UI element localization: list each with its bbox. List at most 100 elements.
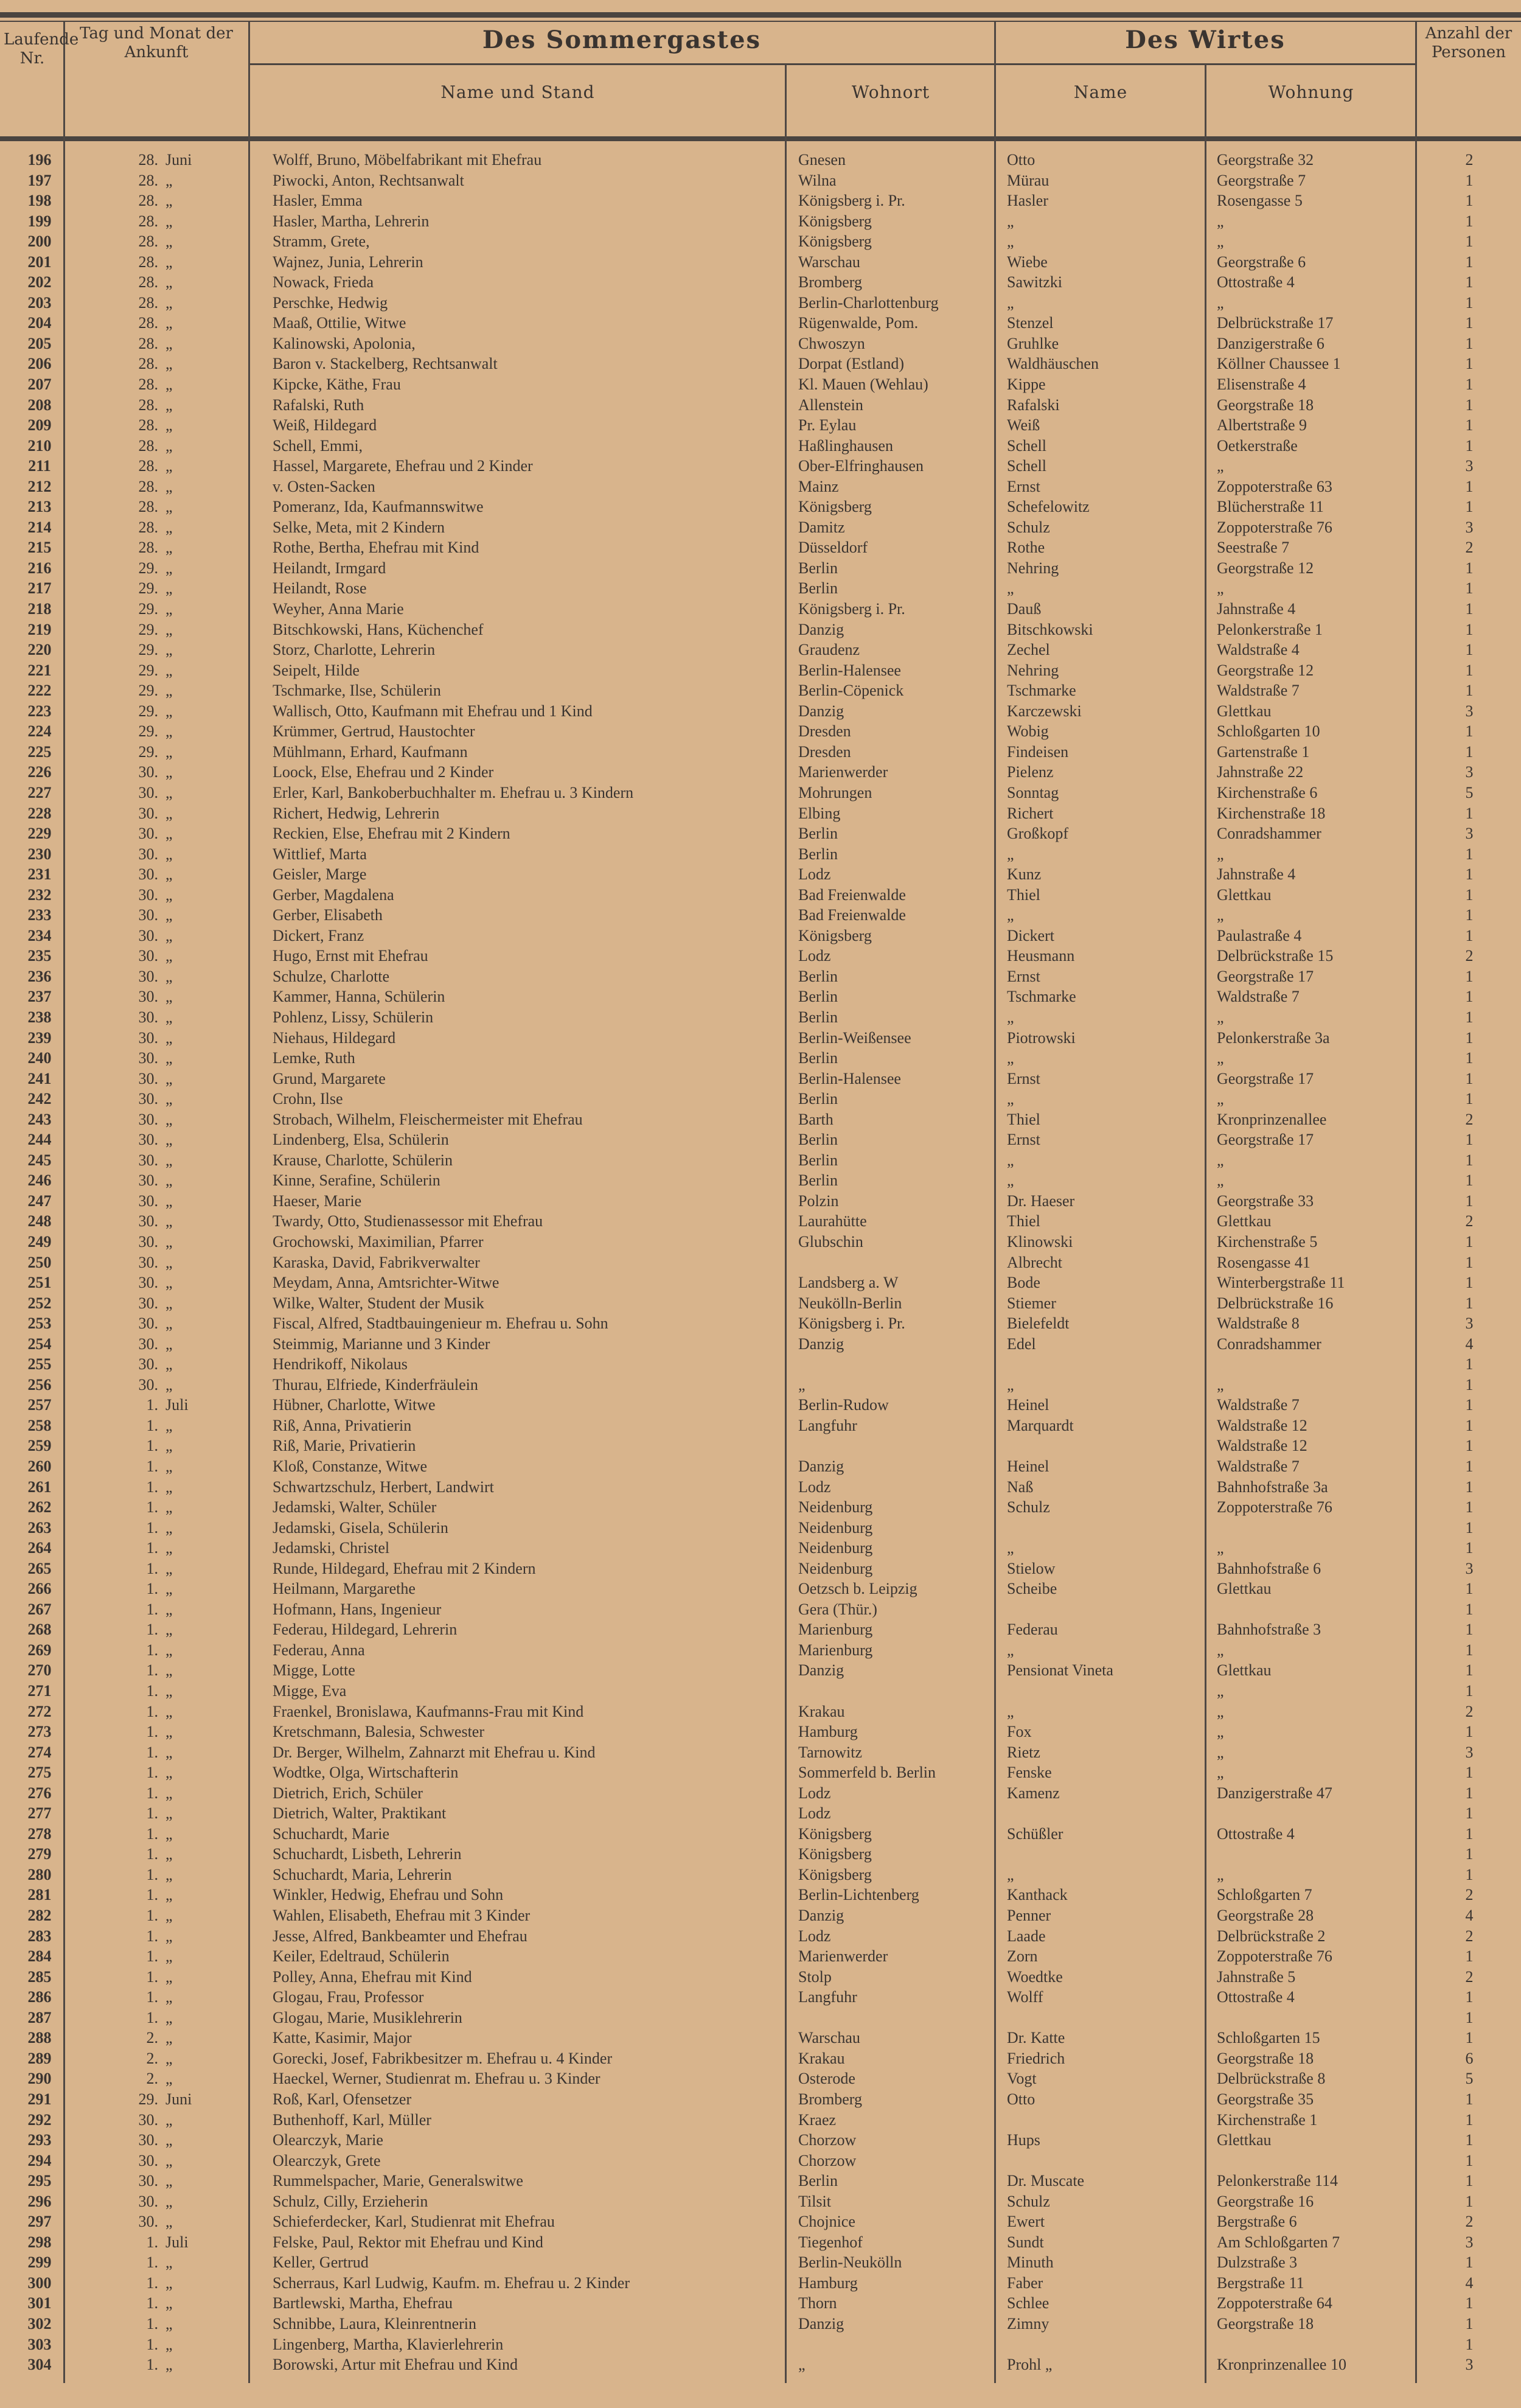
host-address: Waldstraße 12 bbox=[1217, 1416, 1307, 1434]
running-number: 288 bbox=[27, 2029, 52, 2047]
guest-residence: Rügenwalde, Pom. bbox=[798, 314, 919, 332]
arrival-month: „ bbox=[165, 1907, 173, 1925]
table-row: 291 29. Juni Roß, Karl, Ofensetzer Bromberg O… bbox=[0, 2089, 1521, 2110]
host-name: Thiel bbox=[1007, 1110, 1040, 1128]
guest-residence: Berlin bbox=[798, 1090, 838, 1108]
table-row: 199 28. „ Hasler, Martha, Lehrerin Königsber… bbox=[0, 211, 1521, 232]
person-count: 5 bbox=[1465, 783, 1474, 801]
arrival-month: „ bbox=[165, 1314, 173, 1333]
table-row: 258 1. „ Riß, Anna, Privatierin Langfuhr Marq… bbox=[0, 1415, 1521, 1436]
guest-residence: Gnesen bbox=[798, 151, 846, 169]
person-count: 1 bbox=[1465, 845, 1474, 863]
host-address: Zoppoterstraße 76 bbox=[1217, 1498, 1332, 1516]
arrival-month: „ bbox=[165, 1274, 173, 1292]
guest-name-and-status: Wallisch, Otto, Kaufmann mit Ehefrau und… bbox=[273, 702, 593, 720]
table-row: 271 1. „ Migge, Eva „ 1 bbox=[0, 1681, 1521, 1701]
guest-name-and-status: Jedamski, Christel bbox=[273, 1539, 390, 1557]
guest-residence: Langfuhr bbox=[798, 1416, 857, 1434]
arrival-month: „ bbox=[165, 1661, 173, 1680]
host-name: „ bbox=[1007, 1539, 1014, 1557]
guest-residence: Dresden bbox=[798, 742, 851, 761]
host-name: Rothe bbox=[1007, 539, 1045, 557]
person-count: 1 bbox=[1465, 253, 1474, 271]
guest-residence: Berlin-Lichtenberg bbox=[798, 1886, 919, 1904]
person-count: 2 bbox=[1465, 1702, 1474, 1720]
arrival-day: 29. bbox=[138, 641, 159, 659]
host-address: Kronprinzenallee bbox=[1217, 1110, 1327, 1128]
running-number: 200 bbox=[27, 232, 52, 251]
running-number: 227 bbox=[27, 783, 52, 801]
guest-name-and-status: Nowack, Frieda bbox=[273, 273, 374, 291]
host-address: Conradshammer bbox=[1217, 825, 1321, 843]
person-count: 1 bbox=[1465, 641, 1474, 659]
guest-name-and-status: Rummelspacher, Marie, Generalswitwe bbox=[273, 2172, 523, 2190]
person-count: 1 bbox=[1465, 293, 1474, 312]
guest-name-and-status: Karaska, David, Fabrikverwalter bbox=[273, 1253, 480, 1271]
guest-residence: Berlin-Halensee bbox=[798, 1069, 901, 1087]
guest-residence: Königsberg bbox=[798, 212, 872, 230]
arrival-month: „ bbox=[165, 293, 173, 312]
guest-residence: Berlin bbox=[798, 1151, 838, 1169]
guest-residence: Berlin bbox=[798, 559, 838, 577]
host-name: Laade bbox=[1007, 1927, 1046, 1945]
person-count: 2 bbox=[1465, 1886, 1474, 1904]
running-number: 250 bbox=[27, 1253, 52, 1271]
running-number: 302 bbox=[27, 2314, 52, 2333]
guest-residence: Danzig bbox=[798, 1661, 844, 1680]
running-number: 281 bbox=[27, 1886, 52, 1904]
host-address: Zoppoterstraße 63 bbox=[1217, 477, 1332, 495]
arrival-month: „ bbox=[165, 498, 173, 516]
guest-name-and-status: Rafalski, Ruth bbox=[273, 396, 364, 414]
arrival-day: 1. bbox=[146, 1600, 159, 1618]
host-name: Otto bbox=[1007, 2090, 1035, 2108]
host-address: Delbrückstraße 2 bbox=[1217, 1927, 1326, 1945]
arrival-day: 1. bbox=[146, 1988, 159, 2006]
host-name: „ bbox=[1007, 212, 1014, 230]
arrival-month: „ bbox=[165, 396, 173, 414]
arrival-day: 29. bbox=[138, 722, 159, 741]
arrival-month: „ bbox=[165, 2131, 173, 2149]
guest-residence: Berlin-Rudow bbox=[798, 1396, 889, 1414]
host-address: Georgstraße 17 bbox=[1217, 1131, 1314, 1149]
host-address: Bahnhofstraße 6 bbox=[1217, 1559, 1321, 1577]
guest-name-and-status: Hasler, Emma bbox=[273, 192, 363, 210]
guest-name-and-status: Wajnez, Junia, Lehrerin bbox=[273, 253, 423, 271]
guest-name-and-status: Schuchardt, Marie bbox=[273, 1824, 390, 1843]
guest-residence: Lodz bbox=[798, 865, 831, 884]
arrival-month: „ bbox=[165, 620, 173, 638]
host-name: Zechel bbox=[1007, 641, 1050, 659]
arrival-month: „ bbox=[165, 1824, 173, 1843]
table-row: 248 30. „ Twardy, Otto, Studienassessor mit… bbox=[0, 1211, 1521, 1232]
host-address: Oetkerstraße bbox=[1217, 436, 1298, 455]
guest-residence: Osterode bbox=[798, 2070, 855, 2088]
table-row: 228 30. „ Richert, Hedwig, Lehrerin Elbing Ri… bbox=[0, 803, 1521, 824]
header-group-rule bbox=[249, 63, 1415, 65]
arrival-month: „ bbox=[165, 171, 173, 189]
arrival-day: 29. bbox=[138, 600, 159, 618]
person-count: 1 bbox=[1465, 1580, 1474, 1598]
arrival-day: 30. bbox=[138, 988, 159, 1006]
arrival-month: „ bbox=[165, 1804, 173, 1823]
arrival-month: „ bbox=[165, 1090, 173, 1108]
host-address: Georgstraße 7 bbox=[1217, 171, 1306, 189]
person-count: 1 bbox=[1465, 682, 1474, 700]
arrival-day: 1. bbox=[146, 1559, 159, 1577]
header-host-group: Des Wirtes bbox=[1125, 26, 1286, 54]
person-count: 1 bbox=[1465, 742, 1474, 761]
table-row: 301 1. „ Bartlewski, Martha, Ehefrau Thorn Sc… bbox=[0, 2293, 1521, 2314]
host-name: „ bbox=[1007, 1641, 1014, 1659]
table-row: 304 1. „ Borowski, Artur mit Ehefrau und Ki… bbox=[0, 2354, 1521, 2375]
arrival-month: „ bbox=[165, 1294, 173, 1312]
arrival-month: „ bbox=[165, 2151, 173, 2169]
guest-name-and-status: Lemke, Ruth bbox=[273, 1049, 355, 1067]
arrival-month: „ bbox=[165, 1049, 173, 1067]
guest-residence: Marienburg bbox=[798, 1641, 873, 1659]
running-number: 282 bbox=[27, 1907, 52, 1925]
arrival-day: 30. bbox=[138, 906, 159, 924]
host-address: Waldstraße 12 bbox=[1217, 1437, 1307, 1455]
host-name: Hasler bbox=[1007, 192, 1048, 210]
arrival-day: 30. bbox=[138, 1212, 159, 1230]
arrival-day: 1. bbox=[146, 1621, 159, 1639]
host-address: Winterbergstraße 11 bbox=[1217, 1274, 1345, 1292]
arrival-day: 1. bbox=[146, 1702, 159, 1720]
